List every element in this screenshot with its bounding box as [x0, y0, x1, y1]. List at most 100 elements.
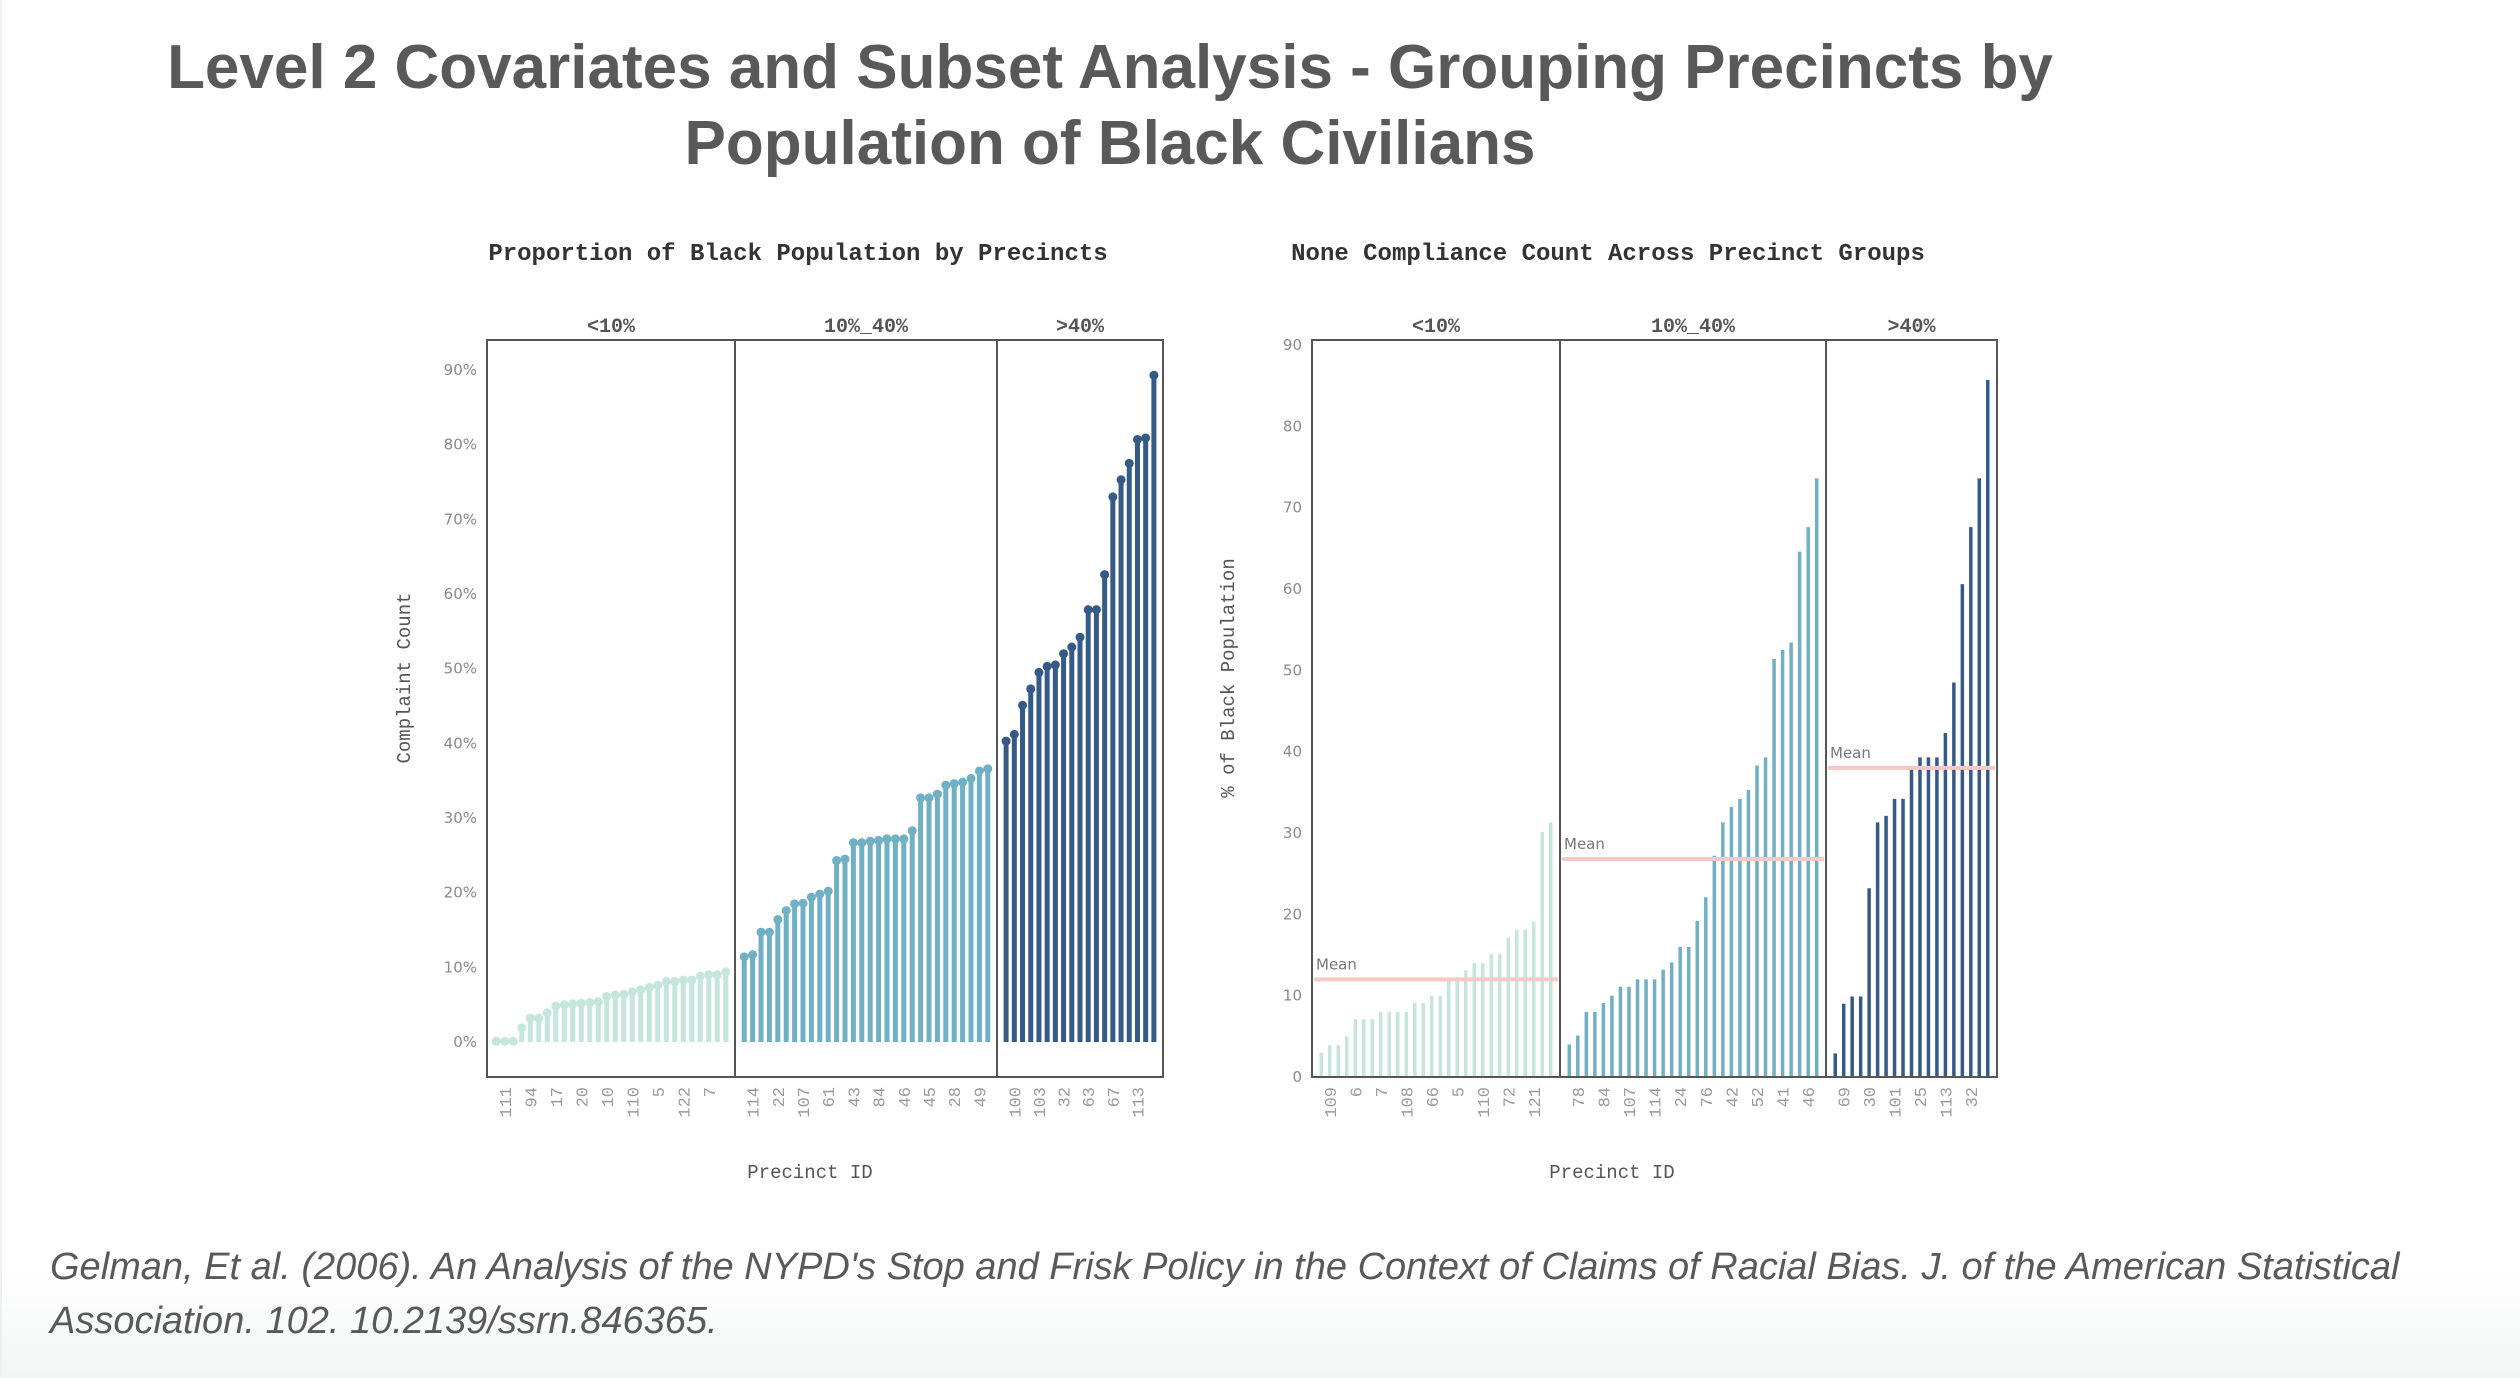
- lollipop-dot: [840, 854, 850, 864]
- lollipop-dot: [525, 1013, 535, 1023]
- x-tick-label: 10: [600, 1087, 619, 1107]
- y-tick-label: 90: [1283, 336, 1302, 354]
- mean-label: Mean: [1564, 835, 1605, 853]
- lollipop-dot: [610, 990, 620, 1000]
- x-tick-label: 32: [1964, 1087, 1983, 1107]
- lollipop-dot: [551, 1001, 561, 1011]
- x-tick-label: 66: [1425, 1087, 1444, 1107]
- lollipop-dot: [781, 906, 791, 916]
- x-tick-label: 7: [1374, 1087, 1393, 1097]
- lollipop-dot: [678, 975, 688, 985]
- lollipop-dot: [500, 1036, 510, 1046]
- x-tick-label: 72: [1501, 1087, 1520, 1107]
- lollipop-dot: [602, 991, 612, 1001]
- y-tick-label: 10%: [444, 958, 477, 976]
- lollipop-dot: [1091, 605, 1101, 615]
- y-tick-label: 80: [1283, 417, 1302, 435]
- lollipop-dot: [1075, 632, 1085, 642]
- y-tick-label: 40: [1283, 743, 1302, 761]
- x-tick-label: 28: [947, 1087, 966, 1107]
- group-header: 10%_40%: [824, 316, 909, 339]
- x-tick-label: 121: [1527, 1087, 1546, 1118]
- lollipop-dot: [764, 927, 774, 937]
- x-tick-label: 78: [1571, 1087, 1590, 1107]
- lollipop-dot: [534, 1013, 544, 1023]
- citation-line1: Gelman, Et al. (2006). An Analysis of th…: [50, 1246, 2400, 1288]
- x-tick-label: 76: [1699, 1087, 1718, 1107]
- lollipop-dot: [966, 773, 976, 783]
- x-tick-label: 32: [1057, 1087, 1076, 1107]
- page-title-line1: Level 2 Covariates and Subset Analysis -…: [167, 33, 2053, 102]
- lollipop-dot: [756, 927, 766, 937]
- lollipop-dot: [899, 834, 909, 844]
- lollipop-dot: [695, 971, 705, 981]
- y-tick-label: 0: [1292, 1068, 1302, 1086]
- lollipop-dot: [508, 1036, 518, 1046]
- x-tick-label: 42: [1724, 1087, 1743, 1107]
- lollipop-dot: [721, 967, 731, 977]
- lollipop-dot: [1149, 370, 1159, 380]
- lollipop-dot: [882, 834, 892, 844]
- lollipop-dot: [644, 982, 654, 992]
- x-tick-label: 61: [821, 1087, 840, 1107]
- group-header: >40%: [1887, 316, 1936, 339]
- x-tick-label: 109: [1323, 1087, 1342, 1118]
- lollipop-dot: [559, 1000, 569, 1010]
- lollipop-dot: [848, 838, 858, 848]
- lollipop-dot: [806, 892, 816, 902]
- x-tick-label: 52: [1750, 1087, 1769, 1107]
- lollipop-dot: [1141, 433, 1151, 443]
- x-tick-label: 122: [676, 1087, 695, 1118]
- x-tick-label: 103: [1032, 1087, 1051, 1118]
- lollipop-dot: [857, 838, 867, 848]
- lollipop-dot: [661, 977, 671, 987]
- lollipop-dot: [619, 989, 629, 999]
- y-tick-label: 20: [1283, 905, 1302, 923]
- mean-label: Mean: [1316, 955, 1357, 973]
- x-tick-label: 5: [1450, 1087, 1469, 1097]
- x-tick-label: 17: [549, 1087, 568, 1107]
- chart2-xlabel: Precinct ID: [1549, 1162, 1674, 1184]
- lollipop-dot: [874, 835, 884, 845]
- group-header: >40%: [1056, 316, 1105, 339]
- lollipop-dot: [798, 898, 808, 908]
- plot-frame: [486, 339, 1164, 1078]
- lollipop-dot: [491, 1036, 501, 1046]
- lollipop-dot: [949, 779, 959, 789]
- lollipop-dot: [712, 970, 722, 980]
- group-header: 10%_40%: [1651, 316, 1736, 339]
- lollipop-dot: [636, 985, 646, 995]
- lollipop-dot: [1050, 660, 1060, 670]
- x-tick-label: 114: [1648, 1087, 1667, 1118]
- lollipop-dot: [907, 826, 917, 836]
- lollipop-dot: [832, 856, 842, 866]
- x-tick-label: 7: [702, 1087, 721, 1097]
- lollipop-dot: [890, 834, 900, 844]
- chart1-ylabel: Complaint Count: [394, 592, 416, 763]
- y-tick-label: 70: [1283, 499, 1302, 517]
- x-tick-label: 84: [872, 1087, 891, 1107]
- citation-line2: Association. 102. 10.2139/ssrn.846365.: [50, 1300, 718, 1342]
- lollipop-dot: [1034, 667, 1044, 677]
- lollipop-dot: [958, 777, 968, 787]
- lollipop-dot: [585, 997, 595, 1007]
- x-tick-label: 107: [1622, 1087, 1641, 1118]
- x-tick-label: 94: [523, 1087, 542, 1107]
- lollipop-dot: [1009, 729, 1019, 739]
- x-tick-label: 114: [746, 1087, 765, 1118]
- lollipop-dot: [974, 766, 984, 776]
- x-tick-label: 100: [1007, 1087, 1026, 1118]
- lollipop-dot: [924, 793, 934, 803]
- x-tick-label: 67: [1106, 1087, 1125, 1107]
- x-tick-label: 84: [1596, 1087, 1615, 1107]
- y-tick-label: 90%: [444, 361, 477, 379]
- lollipop-dot: [983, 764, 993, 774]
- plot-frame: [1311, 339, 1998, 1078]
- lollipop-dot: [517, 1023, 527, 1033]
- group-header: <10%: [1412, 316, 1461, 339]
- page-title-line2: Population of Black Civilians: [684, 109, 1536, 178]
- lollipop-dot: [739, 952, 749, 962]
- y-tick-label: 50%: [444, 660, 477, 678]
- lollipop-dot: [1083, 605, 1093, 615]
